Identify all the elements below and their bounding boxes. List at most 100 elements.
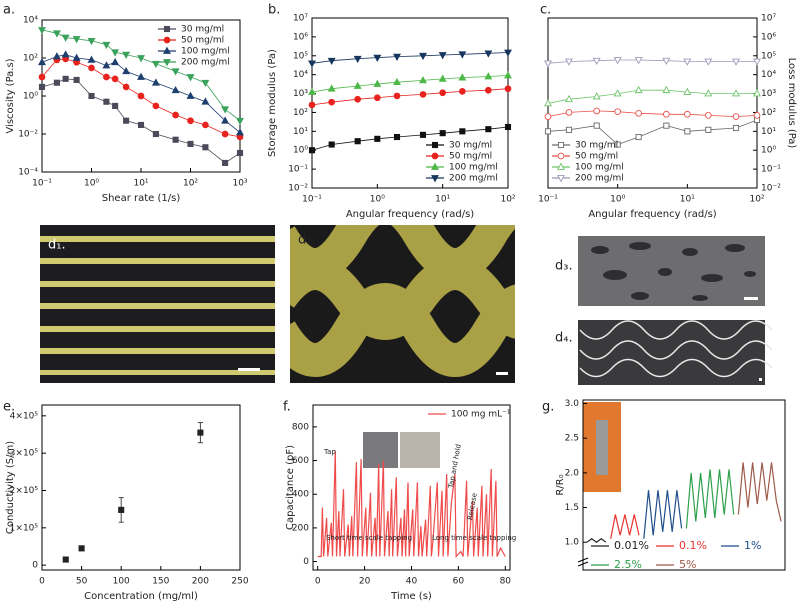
x-tick-label: 40 — [406, 577, 418, 587]
marker — [61, 50, 70, 58]
marker — [111, 75, 119, 83]
legend-label: 50 mg/ml — [181, 36, 224, 46]
marker — [186, 91, 195, 99]
legend-label: 100 mg/ml — [575, 163, 624, 173]
inset-photo — [400, 432, 440, 468]
marker — [732, 58, 740, 66]
marker — [87, 37, 96, 46]
y-tick-label: 10⁻² — [288, 184, 308, 194]
marker — [614, 141, 621, 148]
y-tick-label: 3×10⁵ — [10, 449, 39, 459]
x-tick-label: 10⁻¹ — [302, 195, 322, 205]
marker — [62, 75, 69, 82]
y-tick-label: 10⁶ — [293, 32, 308, 42]
marker — [504, 49, 512, 57]
marker — [431, 162, 439, 170]
series-line — [547, 119, 758, 145]
y-tick-label: 10¹ — [293, 127, 308, 137]
x-axis-label: Angular frequency (rad/s) — [346, 209, 474, 220]
marker — [732, 113, 740, 120]
legend-label: 50 mg/ml — [575, 152, 618, 162]
marker — [88, 92, 95, 100]
marker — [122, 51, 131, 59]
marker — [704, 112, 712, 119]
marker — [172, 136, 179, 143]
marker — [308, 87, 316, 95]
y-axis-label: Conductivity (S/m) — [5, 441, 16, 534]
marker — [565, 94, 573, 103]
y-tick-label: 10⁴ — [293, 70, 308, 80]
annotation: Tap and hold — [447, 443, 463, 489]
marker — [663, 122, 670, 129]
legend-label: 30 mg/ml — [575, 141, 618, 151]
marker — [504, 71, 512, 79]
y-tick-label: 1.0 — [565, 538, 580, 548]
marker — [103, 98, 110, 105]
x-tick-label: 10² — [749, 195, 764, 205]
marker — [634, 85, 643, 94]
series-line — [317, 450, 506, 558]
marker — [118, 506, 125, 513]
x-tick-label: 150 — [152, 577, 169, 587]
marker — [393, 133, 401, 141]
marker — [557, 162, 565, 170]
marker — [62, 556, 69, 563]
marker — [151, 78, 160, 86]
marker — [53, 79, 60, 86]
legend-label: 2.5% — [614, 558, 642, 571]
marker — [544, 113, 552, 120]
legend-label: 200 mg/ml — [575, 174, 624, 184]
marker — [202, 144, 209, 151]
marker — [683, 58, 692, 66]
marker — [236, 117, 244, 126]
marker — [613, 89, 622, 97]
marker — [187, 140, 194, 147]
marker — [308, 101, 316, 109]
marker — [354, 138, 361, 145]
marker — [663, 110, 670, 118]
marker — [72, 36, 81, 44]
y-tick-label: 4×10⁵ — [10, 411, 39, 421]
x-tick-label: 60 — [453, 577, 465, 587]
marker — [683, 87, 692, 95]
marker — [327, 84, 336, 92]
x-axis-label: Angular frequency (rad/s) — [588, 209, 716, 220]
marker — [439, 89, 447, 97]
marker — [163, 36, 171, 44]
marker — [111, 49, 120, 57]
y-tick-label: 2.0 — [565, 468, 580, 478]
y-tick-label: 10⁴ — [23, 16, 38, 26]
marker — [222, 159, 229, 166]
series-line — [41, 78, 241, 164]
marker — [439, 130, 446, 137]
y-tick-label: 10⁷ — [293, 14, 308, 24]
marker — [419, 76, 427, 84]
marker — [187, 117, 194, 125]
x-tick-label: 10¹ — [133, 179, 148, 189]
y-tick-label: 200 — [292, 523, 309, 533]
panel-label: g. — [542, 400, 554, 415]
series-line — [643, 490, 683, 539]
y-axis-label: Storage modulus (Pa) — [267, 49, 278, 157]
marker — [753, 112, 761, 119]
series-line — [547, 59, 757, 64]
marker — [544, 128, 552, 135]
x-tick-label: 10² — [183, 179, 198, 189]
legend-label: 100 mg/ml — [449, 163, 498, 173]
image-d1 — [40, 225, 275, 383]
y-tick-label: 2×10⁵ — [10, 486, 39, 496]
marker — [112, 102, 119, 109]
inset-photo — [596, 420, 608, 475]
marker — [419, 91, 427, 98]
series-line — [311, 126, 509, 151]
y-tick-label: 0 — [32, 561, 38, 571]
marker — [163, 25, 171, 33]
x-tick-label: 200 — [192, 577, 209, 587]
marker — [123, 117, 130, 124]
marker — [137, 121, 145, 128]
y-tick-label: 0 — [303, 557, 309, 567]
marker — [151, 60, 160, 69]
marker — [557, 152, 565, 160]
series-line — [311, 88, 509, 106]
